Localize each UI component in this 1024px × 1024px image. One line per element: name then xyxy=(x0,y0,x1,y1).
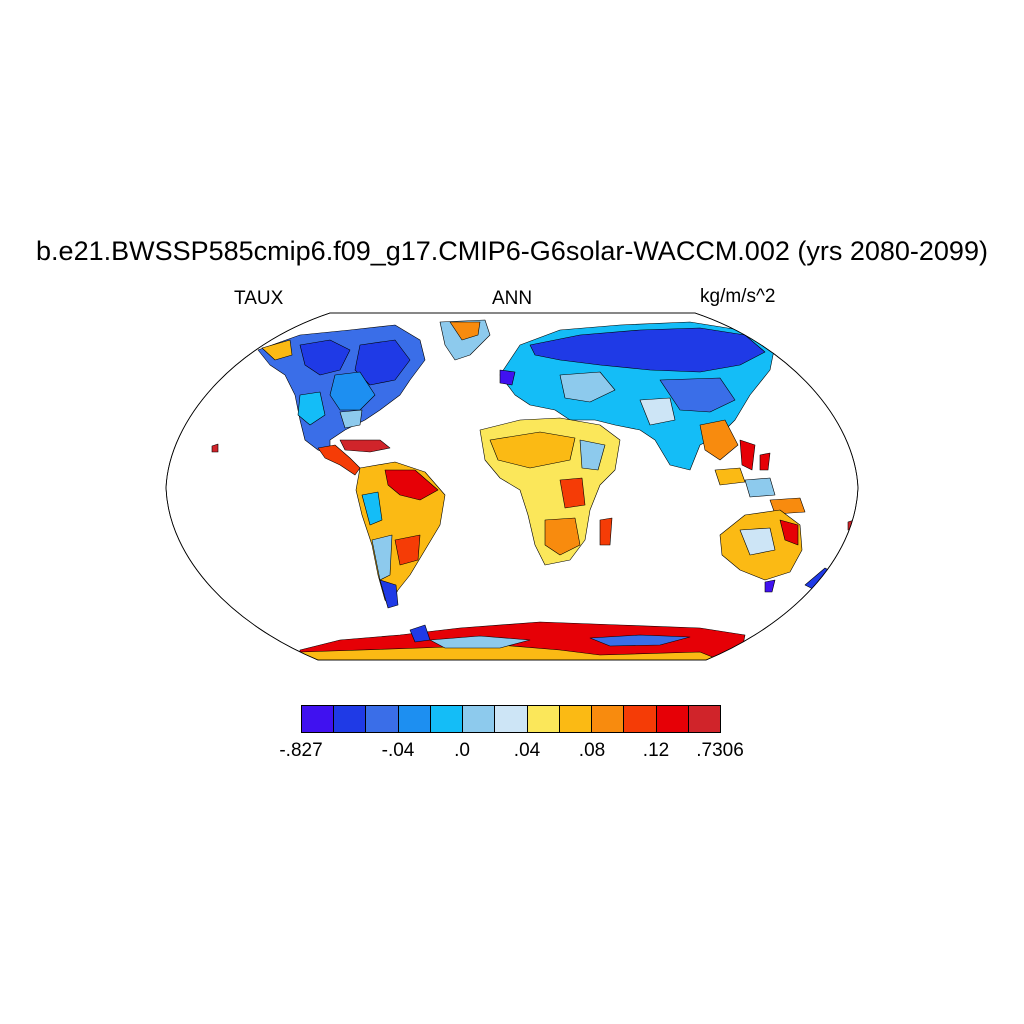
colorbar-box xyxy=(301,705,335,733)
colorbar-box xyxy=(655,705,689,733)
hawaii-island xyxy=(211,443,219,453)
season-label: ANN xyxy=(491,288,533,309)
colorbar-tick-label: -.04 xyxy=(381,740,415,761)
colorbar-tick-label: .12 xyxy=(642,740,670,761)
colorbar-box xyxy=(558,705,593,733)
colorbar-tick-label: .7306 xyxy=(696,740,744,761)
eurasia xyxy=(499,321,776,471)
colorbar-tick-label: .08 xyxy=(578,740,606,761)
colorbar-box xyxy=(494,705,528,733)
north-america xyxy=(257,324,426,456)
colorbar-box xyxy=(462,705,496,733)
plot-title: b.e21.BWSSP585cmip6.f09_g17.CMIP6-G6sola… xyxy=(36,236,988,266)
colorbar-box xyxy=(397,705,431,733)
colorbar-box xyxy=(623,705,657,733)
south-america xyxy=(355,461,446,609)
colorbar-box xyxy=(365,705,399,733)
colorbar-box xyxy=(429,705,464,733)
variable-label: TAUX xyxy=(234,288,284,309)
antarctica xyxy=(299,621,746,660)
units-label: kg/m/s^2 xyxy=(700,286,776,307)
greenland xyxy=(439,319,491,361)
africa xyxy=(479,417,621,566)
colorbar-tick-label: .0 xyxy=(454,740,470,761)
australia xyxy=(719,509,803,593)
colorbar-tick-label: -.827 xyxy=(279,740,323,761)
central-america xyxy=(317,439,391,476)
colorbar-box xyxy=(526,705,560,733)
colorbar-tick-label: .04 xyxy=(513,740,541,761)
colorbar xyxy=(301,705,722,733)
colorbar-box xyxy=(687,705,722,733)
colorbar-box xyxy=(591,705,625,733)
colorbar-box xyxy=(333,705,367,733)
